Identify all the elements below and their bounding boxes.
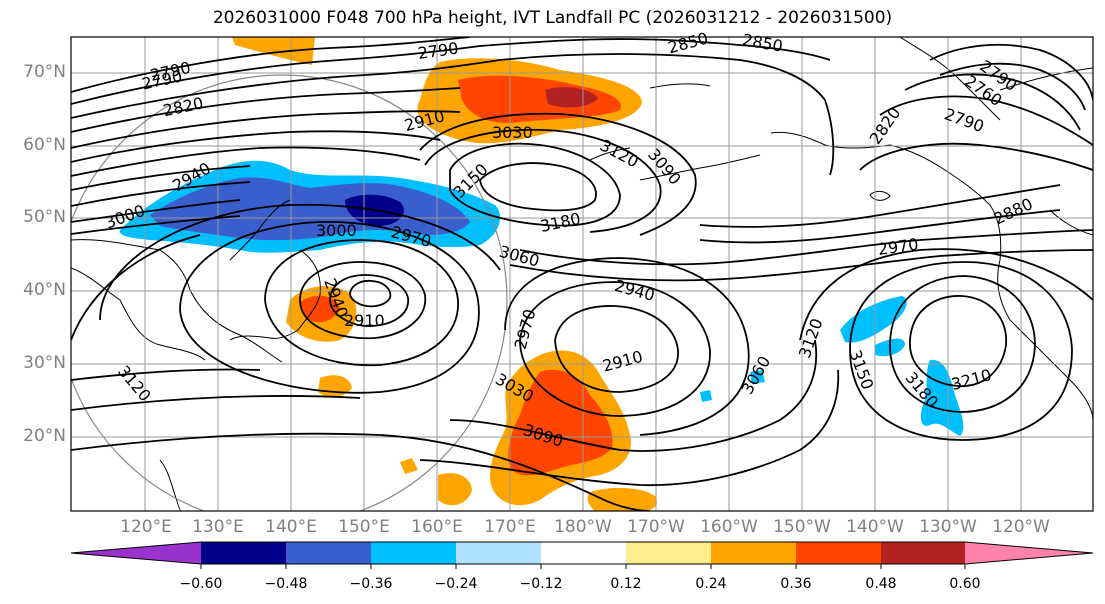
colorbar-tick-label: −0.24 bbox=[434, 576, 478, 592]
contour-label: 2910 bbox=[344, 311, 385, 330]
contour-label: 3000 bbox=[316, 221, 357, 240]
colorbar-tick-label: −0.60 bbox=[179, 576, 223, 592]
lat-label: 50°N bbox=[23, 207, 66, 227]
colorbar-extend-high bbox=[965, 542, 1093, 564]
contour-label: 3030 bbox=[492, 123, 533, 142]
colorbar-tick-label: −0.48 bbox=[264, 576, 308, 592]
lat-label: 30°N bbox=[23, 353, 66, 373]
colorbar-tick-label: −0.36 bbox=[349, 576, 393, 592]
map-title: 2026031000 F048 700 hPa height, IVT Land… bbox=[212, 8, 893, 28]
lon-label: 170°E bbox=[484, 517, 536, 537]
lat-label: 70°N bbox=[23, 62, 66, 82]
map-panel bbox=[71, 37, 1093, 511]
colorbar-tick-label: 0.36 bbox=[780, 576, 812, 592]
height-contours bbox=[71, 37, 1093, 511]
ivt-positive-shading bbox=[232, 37, 657, 511]
lon-label: 180°W bbox=[554, 517, 612, 537]
lon-label: 130°E bbox=[192, 517, 244, 537]
colorbar bbox=[70, 541, 1094, 569]
lon-label: 150°W bbox=[773, 517, 831, 537]
lat-label: 60°N bbox=[23, 135, 66, 155]
colorbar-bin bbox=[456, 542, 541, 564]
lon-label: 130°W bbox=[919, 517, 977, 537]
coastlines bbox=[71, 37, 1093, 511]
lon-label: 150°E bbox=[338, 517, 390, 537]
colorbar-bin bbox=[796, 542, 881, 564]
lat-label: 40°N bbox=[23, 280, 66, 300]
colorbar-tick-label: 0.12 bbox=[610, 576, 642, 592]
colorbar-bin bbox=[371, 542, 456, 564]
colorbar-bin bbox=[711, 542, 796, 564]
colorbar-bin bbox=[286, 542, 371, 564]
lon-label: 120°W bbox=[992, 517, 1050, 537]
lon-label: 170°W bbox=[627, 517, 685, 537]
colorbar-tick-label: 0.60 bbox=[949, 576, 981, 592]
lon-label: 120°E bbox=[120, 517, 172, 537]
lon-label: 160°E bbox=[411, 517, 463, 537]
lon-label: 160°W bbox=[700, 517, 758, 537]
lon-label: 140°W bbox=[846, 517, 904, 537]
colorbar-tick-label: −0.12 bbox=[519, 576, 563, 592]
lat-label: 20°N bbox=[23, 426, 66, 446]
colorbar-bin bbox=[626, 542, 711, 564]
map-frame bbox=[70, 36, 1094, 512]
colorbar-bin bbox=[881, 542, 965, 564]
colorbar-extend-low bbox=[71, 542, 201, 564]
colorbar-tick-label: 0.48 bbox=[865, 576, 897, 592]
colorbar-bin bbox=[541, 542, 626, 564]
lon-label: 140°E bbox=[265, 517, 317, 537]
colorbar-tick-label: 0.24 bbox=[695, 576, 727, 592]
colorbar-bin bbox=[201, 542, 286, 564]
